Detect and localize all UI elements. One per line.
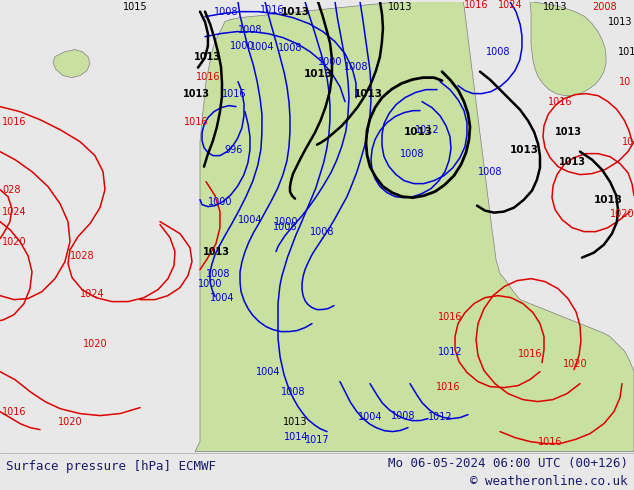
Text: © weatheronline.co.uk: © weatheronline.co.uk bbox=[470, 475, 628, 489]
Text: 1017: 1017 bbox=[305, 435, 329, 444]
Text: 2008: 2008 bbox=[593, 1, 618, 12]
Polygon shape bbox=[530, 1, 606, 96]
Text: 996: 996 bbox=[225, 145, 243, 155]
Text: 1013: 1013 bbox=[608, 17, 632, 26]
Text: 1020: 1020 bbox=[610, 209, 634, 219]
Text: 1016: 1016 bbox=[2, 407, 27, 416]
Text: 1016: 1016 bbox=[2, 117, 27, 126]
Text: 1008: 1008 bbox=[344, 62, 368, 72]
Text: 1016: 1016 bbox=[518, 348, 542, 359]
Text: 1016: 1016 bbox=[260, 4, 284, 15]
Text: 1000: 1000 bbox=[318, 57, 342, 67]
Text: 1000: 1000 bbox=[198, 279, 223, 289]
Text: 10: 10 bbox=[619, 76, 631, 87]
Text: 1013: 1013 bbox=[555, 126, 581, 137]
Text: 1013: 1013 bbox=[388, 1, 412, 12]
Text: 1008: 1008 bbox=[486, 47, 510, 57]
Text: 1013: 1013 bbox=[283, 416, 307, 427]
Text: 1008: 1008 bbox=[391, 411, 415, 420]
Text: 1024: 1024 bbox=[80, 289, 105, 298]
Text: Surface pressure [hPa] ECMWF: Surface pressure [hPa] ECMWF bbox=[6, 460, 216, 473]
Text: 1013: 1013 bbox=[510, 145, 538, 155]
Text: 1028: 1028 bbox=[70, 250, 94, 261]
Text: 1024: 1024 bbox=[2, 207, 27, 217]
Text: 1013: 1013 bbox=[543, 1, 567, 12]
Text: 1013: 1013 bbox=[202, 246, 230, 257]
Text: 1008: 1008 bbox=[278, 43, 302, 52]
Text: 1016: 1016 bbox=[463, 0, 488, 10]
Text: 1008: 1008 bbox=[273, 221, 297, 232]
Text: 1016: 1016 bbox=[196, 72, 220, 82]
Text: 1015: 1015 bbox=[123, 1, 147, 12]
Text: 1024: 1024 bbox=[498, 0, 522, 10]
Text: 1020: 1020 bbox=[58, 416, 82, 427]
Text: 1013: 1013 bbox=[193, 51, 221, 62]
Text: 1013: 1013 bbox=[403, 126, 432, 137]
Text: 1016: 1016 bbox=[538, 437, 562, 446]
Text: 1013: 1013 bbox=[593, 195, 623, 205]
Text: 1016: 1016 bbox=[437, 312, 462, 321]
Text: 1013: 1013 bbox=[183, 89, 209, 98]
Text: 1020: 1020 bbox=[82, 339, 107, 348]
Text: 1013: 1013 bbox=[559, 157, 586, 167]
Text: 1008: 1008 bbox=[238, 24, 262, 35]
Text: 1016: 1016 bbox=[184, 117, 208, 126]
Text: 1000: 1000 bbox=[230, 41, 254, 50]
Text: 028: 028 bbox=[2, 185, 20, 195]
Text: 1004: 1004 bbox=[256, 367, 280, 377]
Text: 1000: 1000 bbox=[274, 217, 298, 226]
Text: 1012: 1012 bbox=[428, 412, 452, 421]
Polygon shape bbox=[195, 1, 634, 452]
Text: Mo 06-05-2024 06:00 UTC (00+126): Mo 06-05-2024 06:00 UTC (00+126) bbox=[387, 457, 628, 470]
Text: 1014: 1014 bbox=[284, 432, 308, 441]
Text: 1016: 1016 bbox=[622, 137, 634, 147]
Text: 1012: 1012 bbox=[437, 346, 462, 357]
Text: 1008: 1008 bbox=[400, 148, 424, 159]
Text: 1013: 1013 bbox=[354, 89, 382, 98]
Polygon shape bbox=[53, 49, 90, 77]
Text: 1000: 1000 bbox=[208, 196, 232, 207]
Text: 1004: 1004 bbox=[358, 412, 382, 421]
Text: 1016: 1016 bbox=[548, 97, 573, 107]
Text: 1020: 1020 bbox=[2, 237, 27, 246]
Text: 1008: 1008 bbox=[206, 269, 230, 279]
Text: 1013: 1013 bbox=[280, 7, 309, 17]
Text: 1016: 1016 bbox=[222, 89, 246, 98]
Text: 1013: 1013 bbox=[618, 47, 634, 57]
Text: 1008: 1008 bbox=[478, 167, 502, 176]
Text: 1004: 1004 bbox=[238, 215, 262, 224]
Text: 1004: 1004 bbox=[250, 42, 275, 51]
Text: 1008: 1008 bbox=[281, 387, 305, 396]
Text: 1008: 1008 bbox=[214, 7, 238, 17]
Text: 1016: 1016 bbox=[436, 382, 460, 392]
Text: 1004: 1004 bbox=[210, 293, 234, 303]
Text: 1013: 1013 bbox=[304, 69, 332, 78]
Text: 1008: 1008 bbox=[310, 226, 334, 237]
Text: 1012: 1012 bbox=[415, 124, 439, 135]
Text: 1020: 1020 bbox=[563, 359, 587, 368]
